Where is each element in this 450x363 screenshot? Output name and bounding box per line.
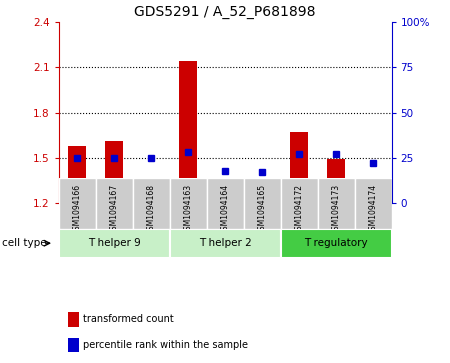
Text: GSM1094163: GSM1094163 (184, 184, 193, 235)
Title: GDS5291 / A_52_P681898: GDS5291 / A_52_P681898 (134, 5, 316, 19)
Text: GSM1094168: GSM1094168 (147, 184, 156, 235)
FancyBboxPatch shape (58, 229, 170, 258)
Text: GSM1094167: GSM1094167 (109, 184, 118, 235)
Bar (68, 146, 86, 203)
Bar (142, 184, 160, 203)
FancyBboxPatch shape (280, 178, 318, 229)
FancyBboxPatch shape (355, 178, 392, 229)
Bar (105, 141, 123, 203)
Text: GSM1094173: GSM1094173 (332, 184, 341, 235)
Text: GSM1094172: GSM1094172 (294, 184, 303, 235)
Bar (364, 188, 382, 203)
Text: GSM1094174: GSM1094174 (369, 184, 378, 235)
Text: percentile rank within the sample: percentile rank within the sample (83, 340, 248, 350)
Text: GSM1094164: GSM1094164 (220, 184, 230, 235)
Text: T regulatory: T regulatory (304, 238, 368, 248)
Bar (216, 202, 234, 203)
FancyBboxPatch shape (170, 178, 207, 229)
Text: GSM1094165: GSM1094165 (257, 184, 266, 235)
FancyBboxPatch shape (95, 178, 132, 229)
FancyBboxPatch shape (132, 178, 170, 229)
Bar (327, 159, 345, 203)
FancyBboxPatch shape (58, 178, 95, 229)
Text: T helper 2: T helper 2 (198, 238, 252, 248)
Bar (290, 132, 308, 203)
Text: GSM1094166: GSM1094166 (72, 184, 81, 235)
Text: transformed count: transformed count (83, 314, 174, 325)
FancyBboxPatch shape (207, 178, 243, 229)
Text: cell type: cell type (2, 238, 47, 248)
Text: T helper 9: T helper 9 (88, 238, 140, 248)
FancyBboxPatch shape (280, 229, 392, 258)
FancyBboxPatch shape (170, 229, 280, 258)
FancyBboxPatch shape (318, 178, 355, 229)
Bar (253, 202, 271, 203)
FancyBboxPatch shape (243, 178, 280, 229)
Bar (179, 61, 197, 203)
